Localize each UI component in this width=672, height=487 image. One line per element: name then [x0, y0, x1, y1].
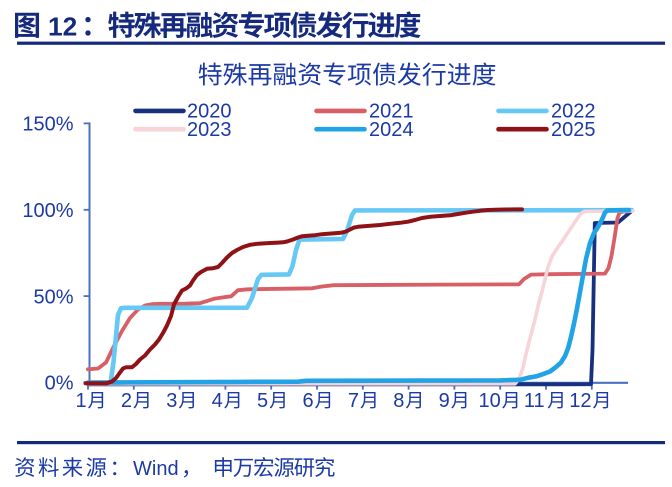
svg-text:12: 12 — [569, 390, 591, 412]
svg-text:1: 1 — [75, 390, 86, 412]
svg-text:7: 7 — [348, 390, 359, 412]
svg-text:6: 6 — [302, 390, 313, 412]
svg-text:4: 4 — [212, 390, 223, 412]
svg-text:2022: 2022 — [551, 101, 596, 123]
svg-text:5: 5 — [257, 390, 268, 412]
svg-text:8: 8 — [393, 390, 404, 412]
svg-text:3: 3 — [166, 390, 177, 412]
svg-text:9: 9 — [439, 390, 450, 412]
svg-text:2021: 2021 — [369, 101, 414, 123]
svg-text:2023: 2023 — [187, 119, 232, 141]
svg-text:0%: 0% — [45, 373, 74, 395]
svg-text:10: 10 — [478, 390, 500, 412]
svg-text:2025: 2025 — [551, 119, 596, 141]
svg-text:11: 11 — [524, 390, 545, 412]
svg-text:2020: 2020 — [187, 101, 232, 123]
svg-text:50%: 50% — [33, 286, 73, 308]
svg-text:12: 12 — [48, 11, 77, 41]
svg-text:100%: 100% — [22, 200, 73, 222]
svg-text:2: 2 — [121, 390, 132, 412]
svg-text:150%: 150% — [22, 114, 73, 136]
svg-text:2024: 2024 — [369, 119, 414, 141]
svg-text:Wind: Wind — [133, 458, 179, 480]
